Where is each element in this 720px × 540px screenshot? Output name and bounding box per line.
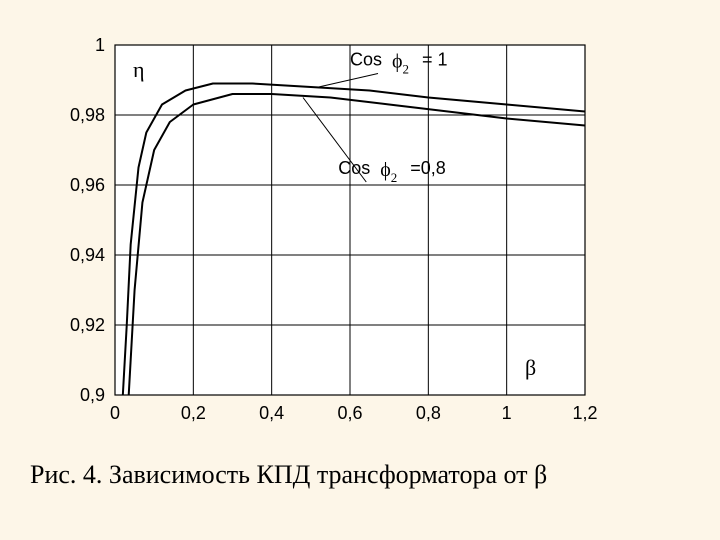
efficiency-chart: 0 0,2 0,4 0,6 0,8 1 1,2 0,9 0,92 0,94 0,96 0,98 1 η β C… [55, 35, 615, 435]
x-tick-label: 0,6 [337, 403, 362, 423]
x-tick-label: 0,2 [181, 403, 206, 423]
y-tick-label: 1 [95, 35, 105, 55]
series-label-cos: Cos [350, 50, 382, 70]
x-tick-label: 0,4 [259, 403, 284, 423]
y-axis-symbol: η [133, 57, 145, 82]
page: 0 0,2 0,4 0,6 0,8 1 1,2 0,9 0,92 0,94 0,96 0,98 1 η β C… [0, 0, 720, 540]
y-tick-label: 0,94 [70, 245, 105, 265]
x-tick-label: 0,8 [416, 403, 441, 423]
x-tick-label: 1 [502, 403, 512, 423]
series-label-eq: = 1 [422, 50, 448, 70]
x-tick-label: 1,2 [572, 403, 597, 423]
y-tick-label: 0,9 [80, 385, 105, 405]
y-tick-label: 0,96 [70, 175, 105, 195]
figure-caption: Рис. 4. Зависимость КПД трансформатора о… [30, 460, 690, 490]
x-axis-symbol: β [525, 355, 536, 380]
series-label-cos: Cos [338, 158, 370, 178]
y-tick-label: 0,92 [70, 315, 105, 335]
chart-svg: 0 0,2 0,4 0,6 0,8 1 1,2 0,9 0,92 0,94 0,96 0,98 1 η β C… [55, 35, 615, 435]
series-label-eq: =0,8 [410, 158, 446, 178]
y-tick-label: 0,98 [70, 105, 105, 125]
x-tick-label: 0 [110, 403, 120, 423]
